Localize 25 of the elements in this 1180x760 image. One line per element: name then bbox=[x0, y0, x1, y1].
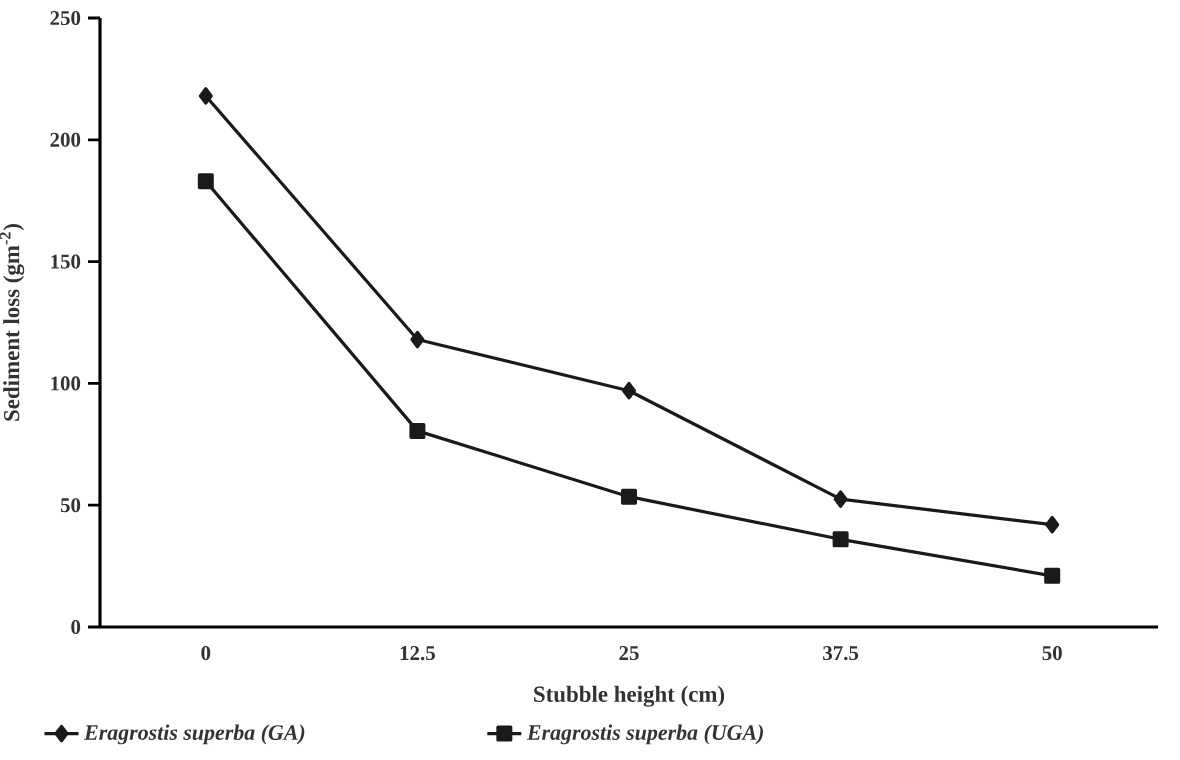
point bbox=[832, 531, 849, 548]
y-tick-label: 150 bbox=[51, 254, 81, 269]
y-tick-label: 200 bbox=[50, 132, 81, 147]
point bbox=[621, 488, 638, 505]
point bbox=[197, 173, 214, 190]
point bbox=[1044, 567, 1061, 584]
point bbox=[410, 330, 425, 349]
y-tick-label: 250 bbox=[50, 10, 81, 26]
x-axis-title: Stubble height (cm) bbox=[534, 685, 725, 707]
y-axis-title: Sediment loss (gm$^{-2}$) bbox=[0, 224, 25, 421]
y-tick-label: 0 bbox=[71, 619, 81, 635]
point bbox=[1045, 515, 1060, 534]
point bbox=[622, 381, 637, 400]
x-tick-label: 0 bbox=[201, 646, 211, 661]
legend-label: Eragrostis superba (GA) bbox=[83, 724, 305, 745]
x-tick-label: 25 bbox=[619, 646, 639, 661]
legend-label: Eragrostis superba (UGA) bbox=[526, 724, 763, 745]
x-tick-label: 50 bbox=[1042, 646, 1062, 661]
y-tick-label: 50 bbox=[60, 498, 81, 513]
point bbox=[833, 490, 848, 508]
x-tick-label: 12.5 bbox=[400, 646, 435, 661]
y-tick-label: 100 bbox=[51, 376, 81, 391]
point bbox=[409, 422, 426, 439]
x-tick-label: 37.5 bbox=[823, 646, 859, 661]
point bbox=[198, 87, 213, 105]
